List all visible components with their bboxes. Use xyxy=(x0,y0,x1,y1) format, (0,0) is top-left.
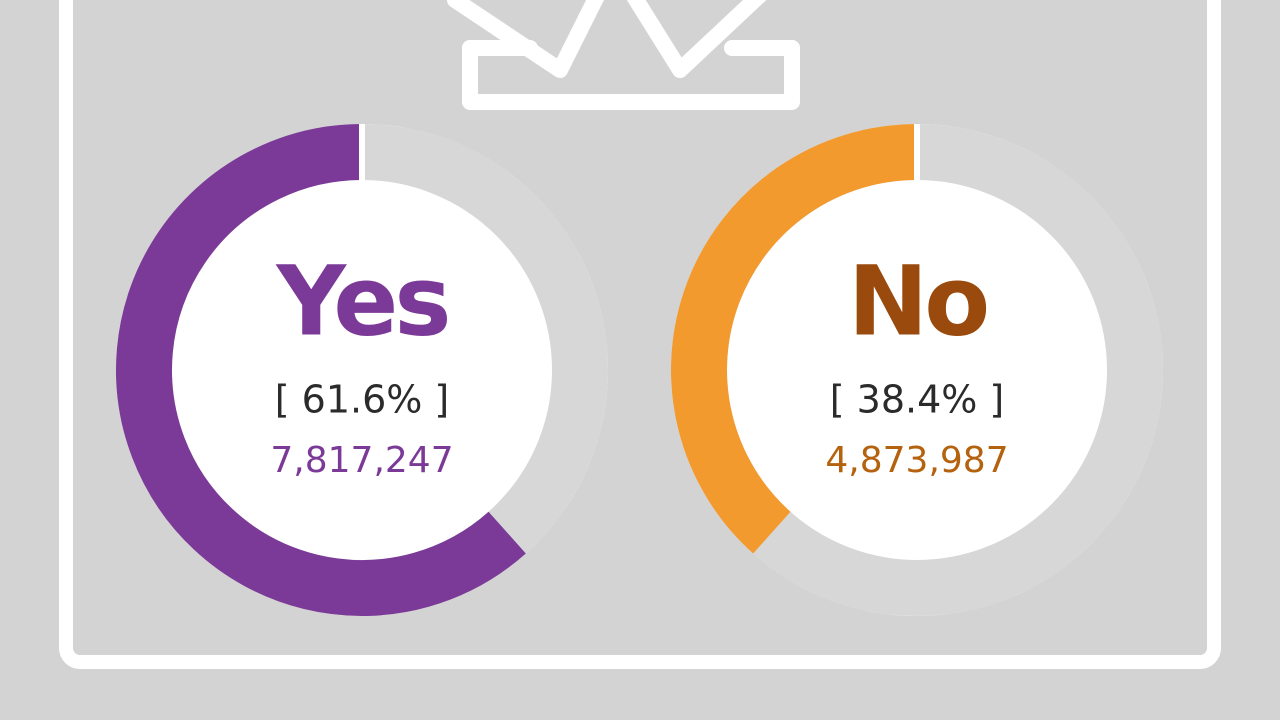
donut-center xyxy=(174,182,550,558)
ballot-icon xyxy=(447,0,800,110)
ballot-paper xyxy=(447,0,604,78)
donut-title: No xyxy=(848,245,986,357)
ballot-paper xyxy=(626,0,767,78)
count-label: 4,873,987 xyxy=(825,440,1008,481)
value-label: [ 61.6% ] xyxy=(275,378,450,422)
donut-arc xyxy=(671,124,918,554)
frame xyxy=(59,0,1221,669)
value-label: [ 38.4% ] xyxy=(830,378,1005,422)
donut-title: Yes xyxy=(276,245,448,357)
donut-arc xyxy=(116,124,526,616)
count-label: 7,817,247 xyxy=(270,440,453,481)
ballot-box xyxy=(462,40,800,110)
donut-center xyxy=(729,182,1105,558)
